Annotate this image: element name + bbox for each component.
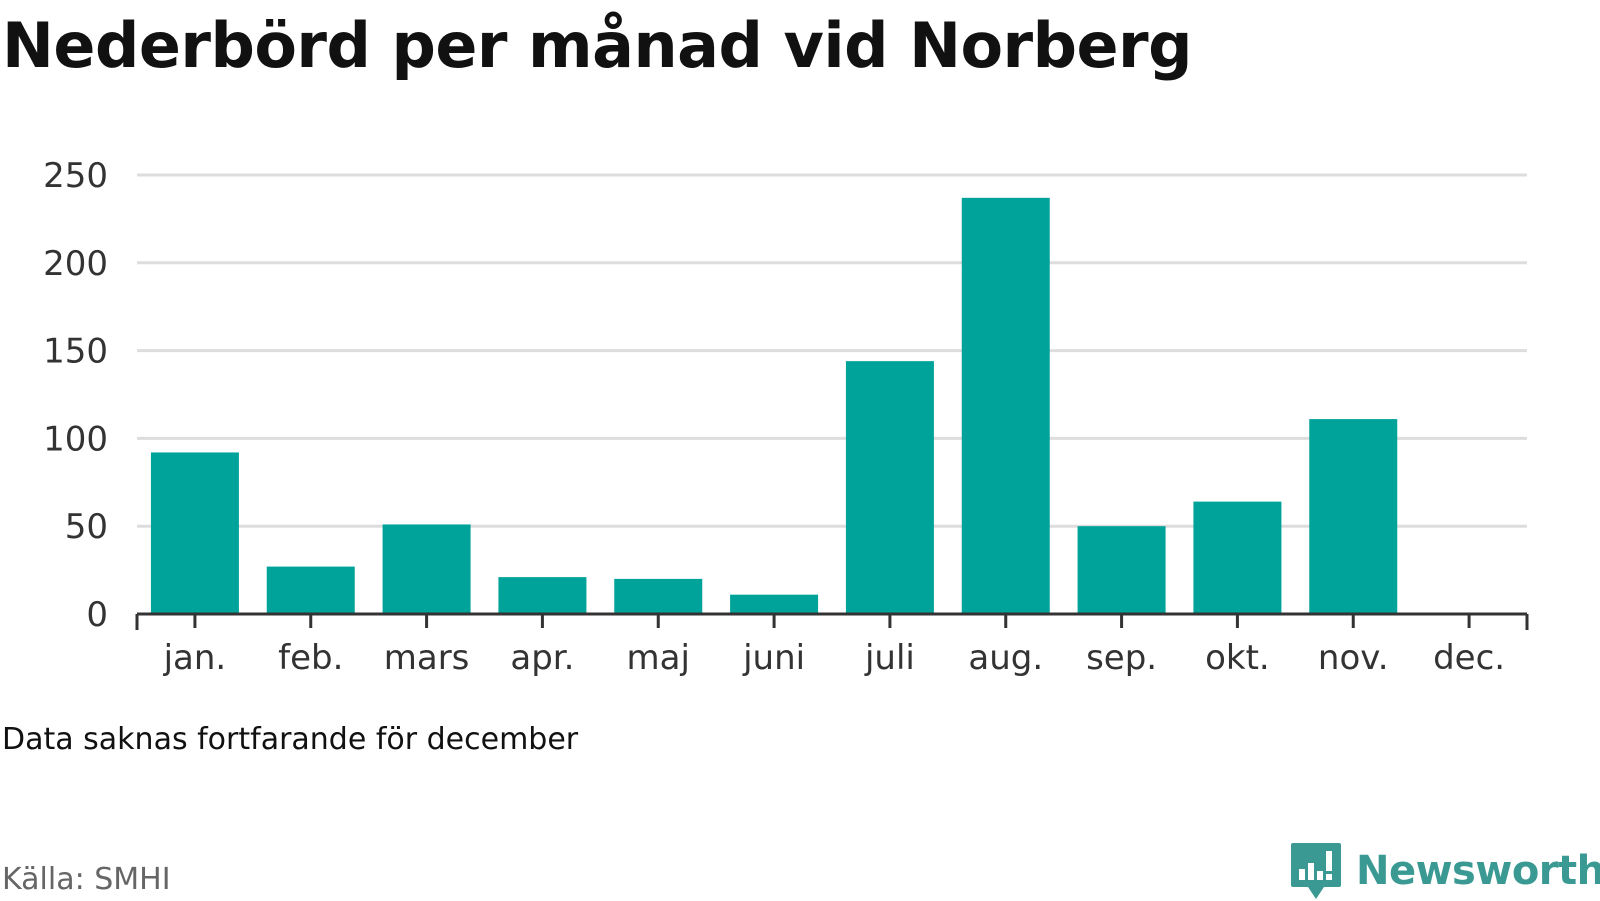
x-tick-label-jan: jan. xyxy=(163,638,227,678)
x-tick-label-juli: juli xyxy=(864,638,915,678)
x-axis xyxy=(135,612,1529,630)
x-tick-label-apr: apr. xyxy=(510,638,574,678)
y-tick-labels: 0 50 100 150 200 250 xyxy=(43,156,108,635)
x-tick-label-dec: dec. xyxy=(1433,638,1505,678)
newsworthy-logo: Newsworthy xyxy=(1290,841,1600,901)
x-tick-label-feb: feb. xyxy=(278,638,343,678)
bar-juli xyxy=(845,361,934,614)
y-tick-label-250: 250 xyxy=(43,156,108,196)
bar-feb xyxy=(266,566,355,614)
bar-jan xyxy=(150,452,239,614)
bar-apr xyxy=(498,577,587,614)
x-tick-label-mars: mars xyxy=(384,638,470,678)
grid-lines xyxy=(137,173,1527,528)
bar-aug xyxy=(961,197,1050,614)
x-tick-label-sep: sep. xyxy=(1086,638,1157,678)
x-tick-label-maj: maj xyxy=(627,638,690,678)
y-tick-label-200: 200 xyxy=(43,244,108,284)
bar-sep xyxy=(1077,526,1166,614)
y-tick-label-100: 100 xyxy=(43,419,108,459)
bar-nov xyxy=(1309,419,1398,614)
x-tick-label-aug: aug. xyxy=(968,638,1043,678)
newsworthy-chart-icon xyxy=(1291,843,1341,899)
bar-maj xyxy=(614,578,703,614)
x-tick-labels: jan. feb. mars apr. maj juni juli aug. sep. okt. n… xyxy=(163,638,1505,678)
x-tick-label-juni: juni xyxy=(742,638,805,678)
bar-mars xyxy=(382,524,471,614)
logo-text: Newsworthy xyxy=(1356,848,1600,894)
y-tick-label-50: 50 xyxy=(65,507,108,547)
footnote: Data saknas fortfarande för december xyxy=(2,722,579,757)
bar-juni xyxy=(730,594,819,614)
source-credit: Källa: SMHI xyxy=(2,862,171,897)
bar-okt xyxy=(1193,501,1282,614)
x-tick-label-okt: okt. xyxy=(1205,638,1270,678)
chart-title: Nederbörd per månad vid Norberg xyxy=(2,9,1193,82)
y-tick-label-0: 0 xyxy=(86,595,108,635)
x-tick-label-nov: nov. xyxy=(1318,638,1389,678)
y-tick-label-150: 150 xyxy=(43,332,108,372)
bars xyxy=(150,197,1398,614)
